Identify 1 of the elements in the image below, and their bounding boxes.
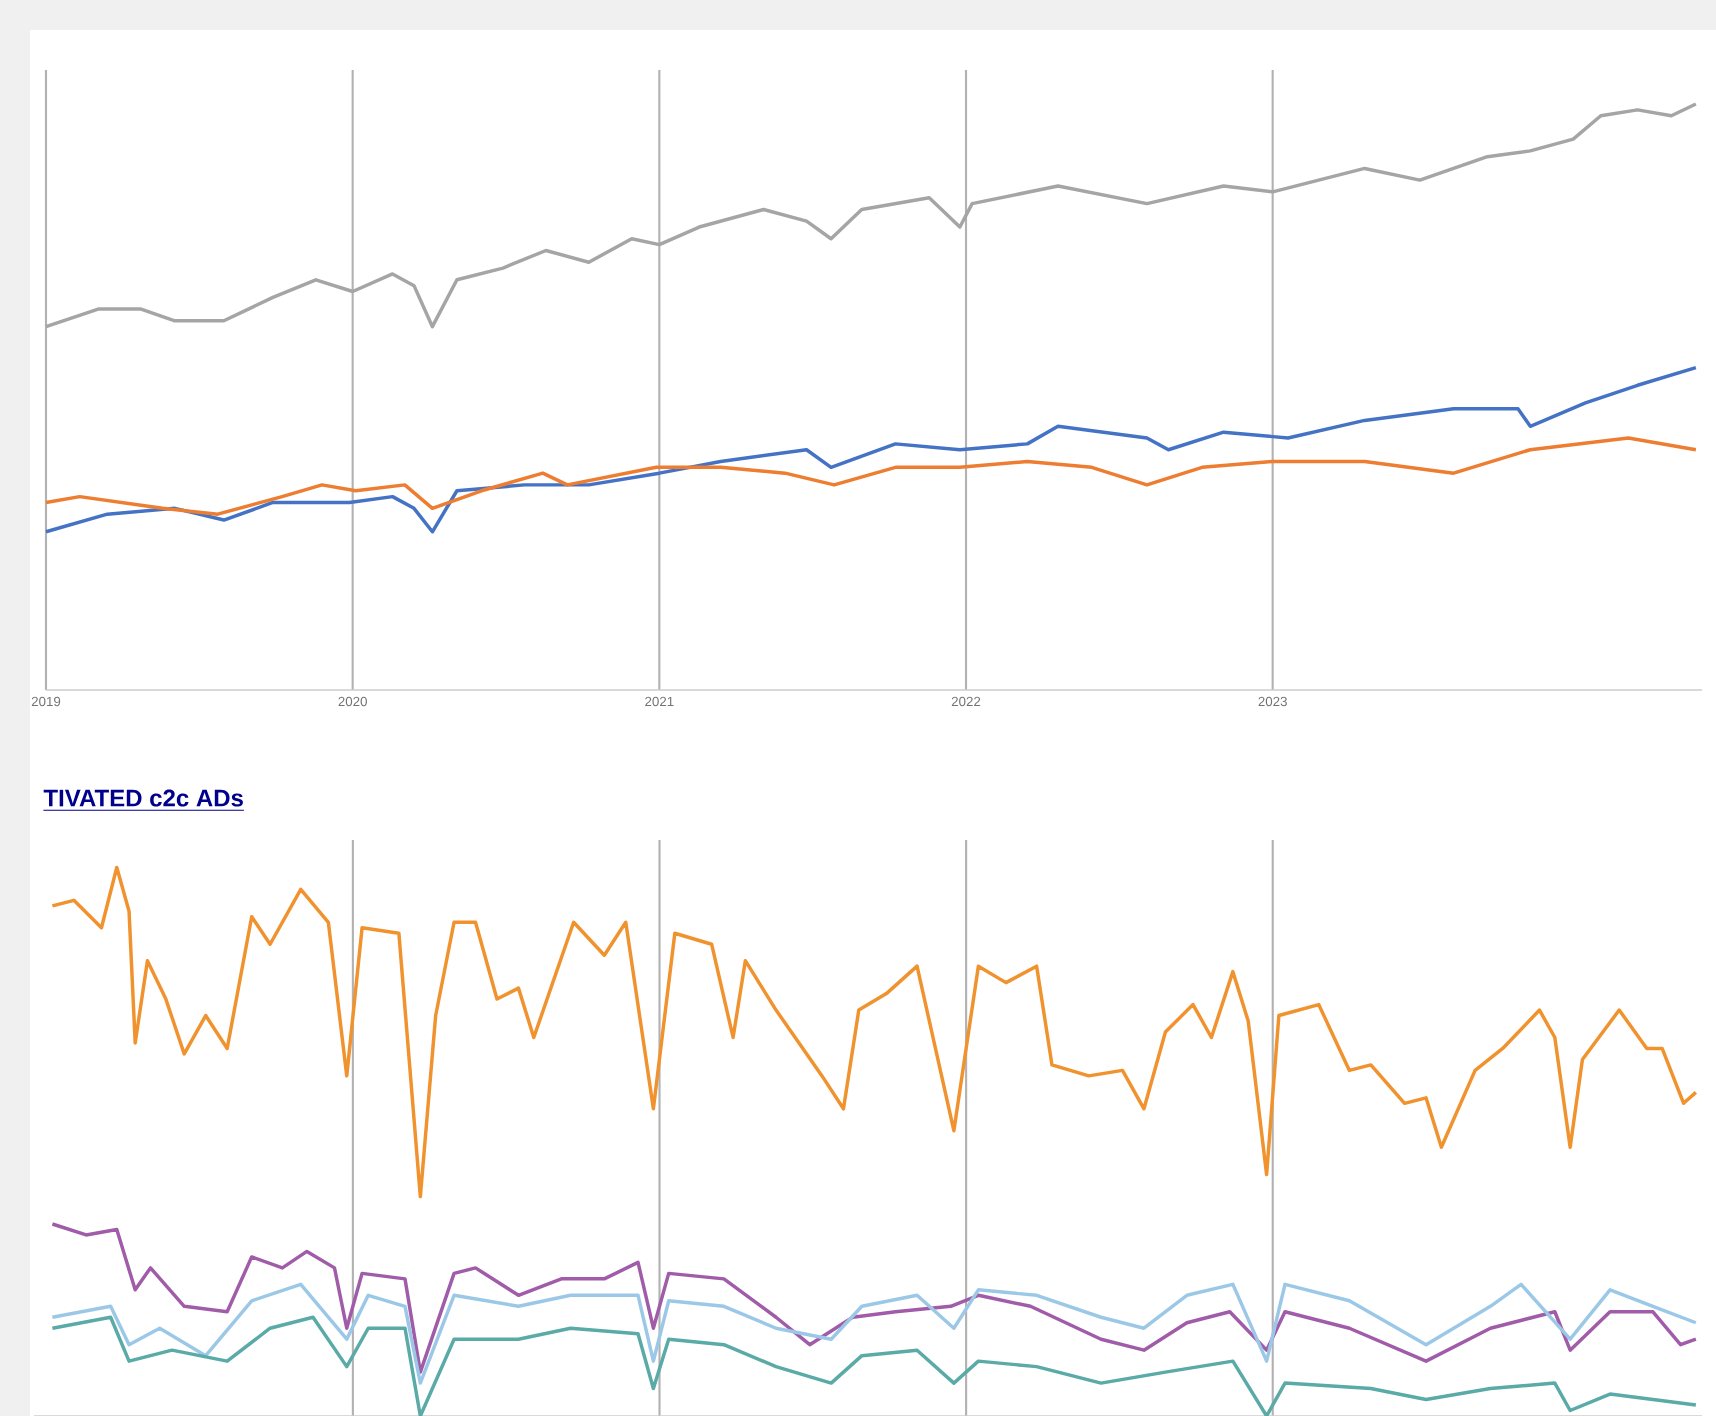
chart-title: TIVATED c2c ADs [43, 789, 243, 807]
